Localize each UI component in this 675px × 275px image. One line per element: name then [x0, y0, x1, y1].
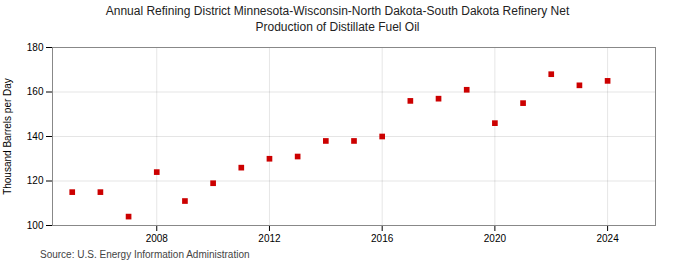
- svg-text:Thousand Barrels per Day: Thousand Barrels per Day: [2, 78, 13, 195]
- svg-text:2024: 2024: [596, 233, 619, 244]
- svg-text:2012: 2012: [258, 233, 281, 244]
- svg-text:2008: 2008: [146, 233, 169, 244]
- svg-text:180: 180: [27, 42, 44, 53]
- html-text:Source: U.S. Energy Informatio: Source: U.S. Energy Information Administ…: [40, 249, 250, 261]
- html-text:Annual Refining District Minne: Annual Refining District Minnesota-Wisco…: [105, 4, 570, 34]
- svg-text:160: 160: [27, 86, 44, 97]
- svg-text:2020: 2020: [484, 233, 507, 244]
- svg-text:100: 100: [27, 220, 44, 231]
- svg-text:140: 140: [27, 131, 44, 142]
- svg-text:2016: 2016: [371, 233, 394, 244]
- svg-text:120: 120: [27, 175, 44, 186]
